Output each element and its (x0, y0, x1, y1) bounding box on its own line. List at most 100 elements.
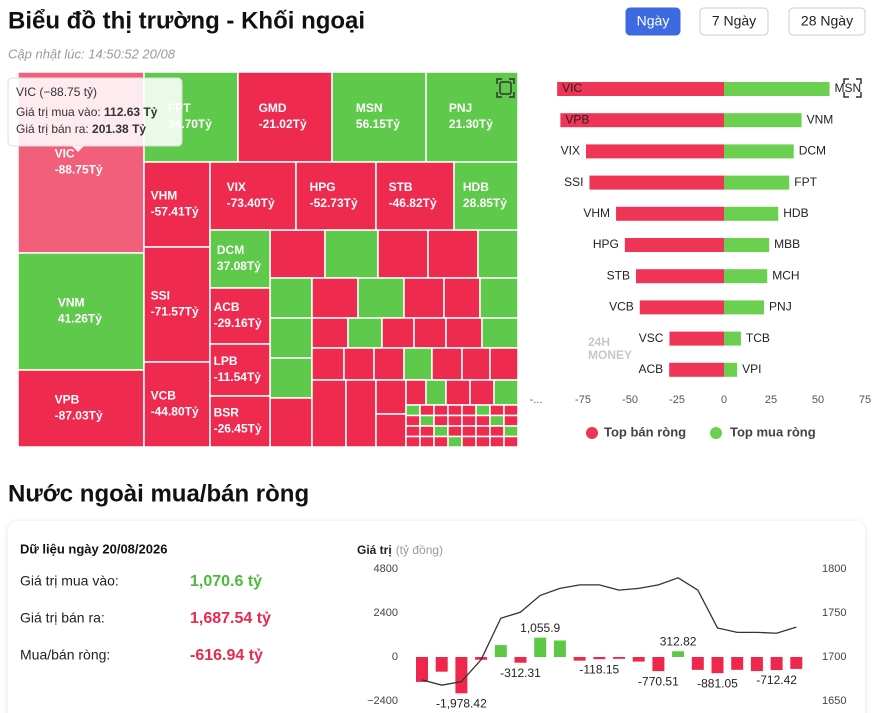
bar (652, 657, 665, 672)
bar (632, 657, 645, 662)
treemap-tile (324, 229, 379, 279)
section-title: Nước ngoài mua/bán ròng (8, 480, 309, 507)
treemap-tile[interactable] (17, 369, 145, 448)
treemap-tile[interactable] (209, 287, 271, 345)
bar (731, 657, 744, 670)
treemap-tile (377, 229, 429, 279)
treemap-tile (475, 435, 491, 448)
treemap-tile (461, 425, 477, 438)
bar (455, 657, 468, 694)
treemap-tile (447, 414, 463, 427)
watermark: MONEY (588, 348, 632, 362)
tile-label: DCM (217, 243, 244, 257)
treemap-tile (461, 347, 491, 381)
bar-label: VSC (639, 331, 664, 345)
tile-label: BSR (214, 406, 240, 420)
legend-label: Top mua ròng (730, 424, 816, 439)
treemap-tile (403, 277, 445, 319)
x-tick-label: 50 (812, 394, 824, 406)
treemap-tile[interactable] (209, 229, 271, 289)
treemap-tile (477, 229, 519, 279)
tile-label: HPG (310, 180, 336, 194)
treemap-tile (489, 425, 505, 438)
y-tick-label: 4800 (374, 563, 398, 575)
tooltip-label: Giá trị bán ra: (16, 122, 92, 136)
treemap-tile (469, 379, 495, 406)
bar (624, 238, 724, 252)
x-tick-label: 75 (859, 394, 871, 406)
bar (534, 637, 547, 657)
treemap-tile (269, 277, 313, 319)
x-tick-label: -... (530, 394, 543, 406)
data-label: -118.15 (579, 662, 619, 676)
treemap-tile (419, 404, 435, 417)
bar-label: VIC (562, 81, 582, 95)
bar-label: VCB (609, 300, 634, 314)
treemap-tile (311, 317, 349, 349)
treemap-tile (427, 229, 479, 279)
tab-label[interactable]: 7 Ngày (712, 13, 756, 29)
treemap-tile (433, 435, 449, 448)
bar (724, 362, 738, 377)
tile-label: SSI (151, 289, 170, 303)
bar-label: VIX (561, 144, 580, 158)
tile-value: -46.82Tỷ (389, 196, 437, 210)
tab-button[interactable] (788, 7, 866, 36)
tabs: Ngày 7 Ngày 28 Ngày (625, 7, 866, 36)
treemap-tile[interactable] (453, 161, 519, 231)
bar (593, 657, 606, 660)
treemap-tile (503, 404, 519, 417)
treemap-tile (405, 425, 421, 438)
tooltip-box (7, 77, 183, 147)
treemap-tile (311, 379, 347, 448)
data-label: -1,978.42 (436, 696, 487, 710)
treemap-tile (357, 277, 405, 319)
tile-label: MSN (356, 101, 383, 115)
treemap-tile (503, 425, 519, 438)
treemap-tile (479, 277, 519, 319)
tooltip-row: Giá trị mua vào: 112.63 Tỷ (16, 105, 158, 119)
treemap-tile[interactable] (237, 71, 333, 163)
watermark: 24H (588, 335, 610, 349)
tab-button[interactable] (625, 7, 681, 36)
treemap-tile[interactable] (209, 343, 271, 397)
card (8, 521, 865, 713)
treemap-tile (461, 404, 477, 417)
bar-label: TCB (746, 331, 770, 345)
bar-label: MCH (772, 268, 799, 282)
updated-time: Cập nhật lúc: 14:50:52 20/08 (8, 46, 176, 61)
treemap-tile (381, 317, 415, 349)
treemap-tile[interactable] (425, 71, 519, 163)
treemap-tile (269, 357, 313, 399)
treemap-tile (433, 414, 449, 427)
tab-label[interactable]: Ngày (637, 13, 670, 29)
treemap-tile[interactable] (143, 246, 211, 363)
treemap-tile[interactable] (295, 161, 377, 231)
tile-value: -29.16Tỷ (214, 316, 262, 330)
y2-tick-label: 1700 (822, 651, 846, 663)
treemap-tile (445, 317, 483, 349)
tab-button[interactable] (699, 7, 769, 36)
tile-label: VCB (151, 389, 177, 403)
treemap-tile (503, 414, 519, 427)
treemap-tile (373, 347, 405, 381)
treemap-tile[interactable] (209, 395, 271, 448)
bar (790, 657, 803, 669)
focus-icon (496, 78, 862, 98)
treemap-tile (475, 425, 491, 438)
bar-label: VHM (583, 206, 610, 220)
treemap-tile[interactable] (375, 161, 455, 231)
bar (494, 645, 507, 657)
bar-label: MBB (774, 237, 800, 251)
treemap-tile[interactable] (143, 361, 211, 448)
bar-label: HPG (593, 237, 619, 251)
treemap-tile (461, 414, 477, 427)
page-title: Biểu đồ thị trường - Khối ngoại (8, 7, 365, 34)
bar (724, 331, 741, 346)
treemap-tile (311, 277, 359, 319)
treemap-tile[interactable] (331, 71, 427, 163)
tab-label[interactable]: 28 Ngày (801, 13, 853, 29)
treemap-tile (447, 404, 463, 417)
